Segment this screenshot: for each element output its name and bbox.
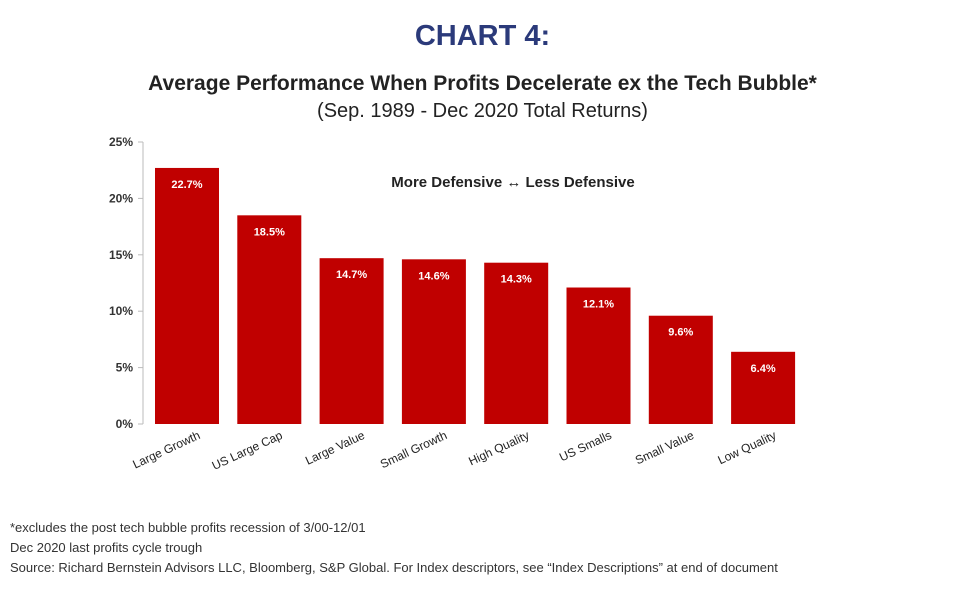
- x-category-label: Large Growth: [130, 428, 202, 471]
- bar: [648, 315, 713, 424]
- bar-data-label: 12.1%: [583, 299, 614, 311]
- footnote-excludes: *excludes the post tech bubble profits r…: [10, 520, 366, 535]
- bar: [155, 167, 219, 424]
- x-category-label: Large Value: [303, 428, 367, 468]
- y-tick-label: 5%: [116, 361, 134, 375]
- y-tick-label: 25%: [109, 135, 133, 149]
- bar: [484, 262, 549, 424]
- bar-labels: 22.7% 18.5% 14.7% 14.6% 14.3% 12.1% 9.6% 6.4%: [171, 179, 775, 375]
- bar-data-label: 14.6%: [418, 270, 449, 282]
- bar-data-label: 9.6%: [668, 327, 693, 339]
- bar-data-label: 14.7%: [336, 269, 367, 281]
- y-tick-label: 15%: [109, 248, 133, 262]
- bar-data-label: 22.7%: [171, 179, 202, 191]
- footnote-source: Source: Richard Bernstein Advisors LLC, …: [10, 560, 778, 575]
- x-category-label: High Quality: [466, 428, 531, 468]
- bar-chart: 0% 5% 10% 15% 20% 25% 22.7% 18.5% 14.7% 14.6% 14.…: [109, 135, 796, 473]
- bar: [319, 258, 384, 424]
- bar-data-label: 18.5%: [254, 226, 285, 238]
- x-category-label: Low Quality: [716, 428, 779, 467]
- chart-period: (Sep. 1989 - Dec 2020 Total Returns): [317, 100, 648, 122]
- x-category-label: Small Value: [633, 428, 696, 468]
- footnotes: *excludes the post tech bubble profits r…: [10, 518, 778, 578]
- x-category-label: US Large Cap: [210, 428, 285, 473]
- bar: [731, 351, 796, 424]
- bars: [155, 167, 796, 424]
- x-category-label: US Smalls: [557, 428, 614, 464]
- bar: [401, 259, 466, 424]
- x-axis-labels: Large Growth US Large Cap Large Value Small…: [130, 428, 778, 473]
- x-category-label: Small Growth: [378, 428, 449, 471]
- bar-data-label: 14.3%: [501, 274, 532, 286]
- y-tick-label: 0%: [116, 417, 134, 431]
- footnote-trough: Dec 2020 last profits cycle trough: [10, 540, 203, 555]
- y-tick-label: 10%: [109, 304, 133, 318]
- bar: [566, 287, 631, 424]
- chart-title: CHART 4:: [414, 20, 551, 52]
- defensive-annotation: More Defensive ↔ Less Defensive: [391, 174, 634, 191]
- y-axis: 0% 5% 10% 15% 20% 25%: [109, 135, 144, 431]
- bar: [237, 215, 302, 424]
- chart-subtitle: Average Performance When Profits Deceler…: [148, 72, 817, 95]
- y-tick-label: 20%: [109, 191, 133, 205]
- bar-data-label: 6.4%: [751, 363, 776, 375]
